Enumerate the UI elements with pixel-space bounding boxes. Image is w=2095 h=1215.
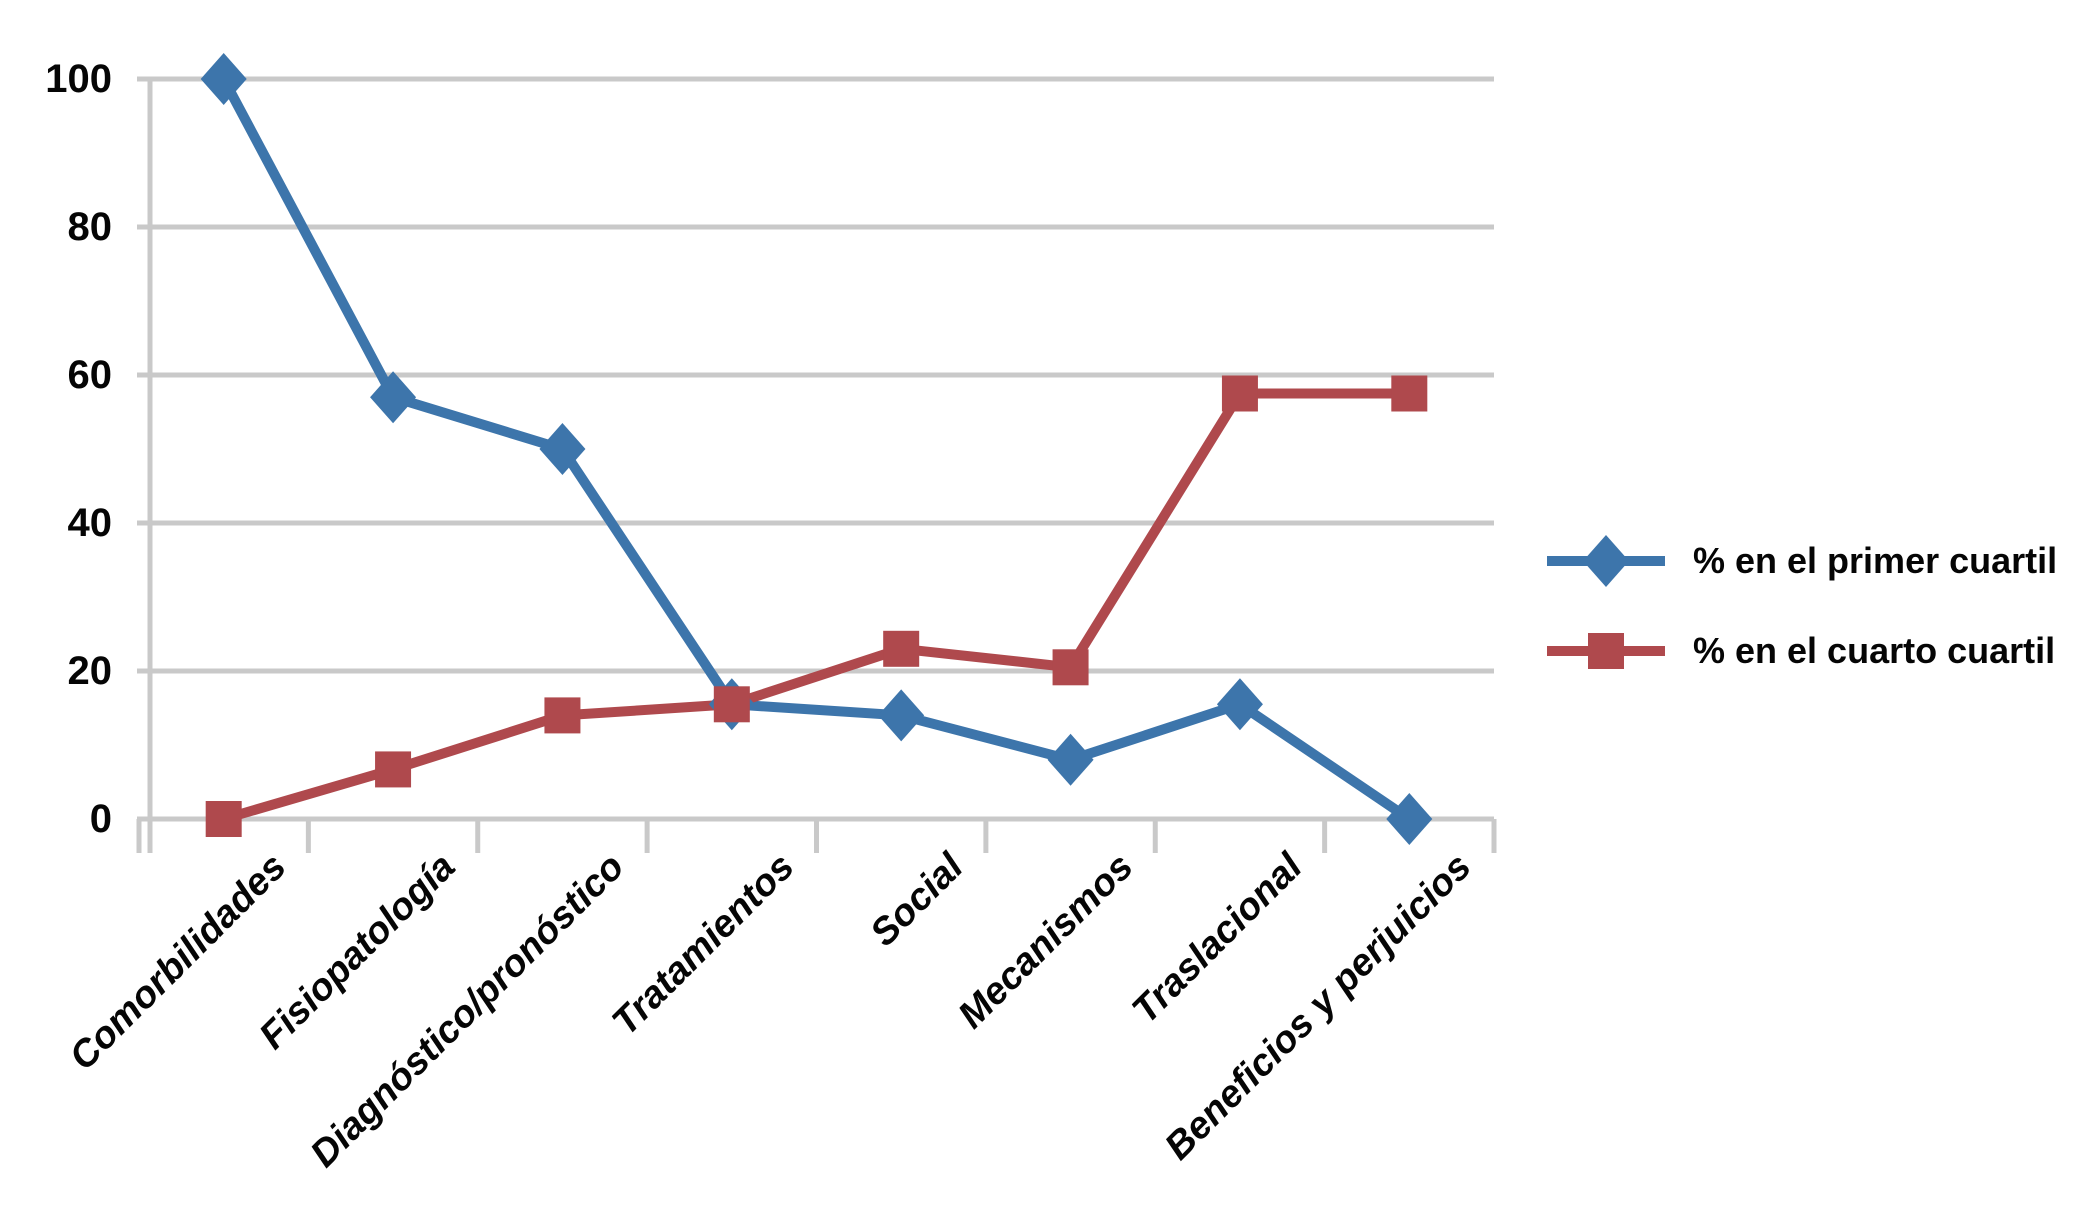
- series-1-marker-1: [375, 751, 412, 788]
- series-1-marker-3: [713, 686, 750, 723]
- y-axis-tick-label-20: 20: [67, 649, 113, 693]
- series-0-marker-6: [1216, 678, 1263, 731]
- legend-swatch-square: [1547, 633, 1665, 669]
- series-0-marker-5: [1047, 733, 1094, 786]
- series-0-marker-0: [200, 53, 247, 105]
- legend-label-cuarto-cuartil: % en el cuarto cuartil: [1693, 630, 2056, 671]
- series-1-marker-4: [883, 630, 920, 667]
- y-axis-tick-label-100: 100: [45, 57, 112, 101]
- series-0-marker-2: [539, 423, 586, 475]
- legend-item-cuarto-cuartil: % en el cuarto cuartil: [1545, 618, 2057, 684]
- series-0-marker-1: [370, 371, 417, 424]
- legend-swatch-diamond: [1547, 535, 1665, 587]
- series-1-marker-0: [205, 801, 242, 837]
- series-1-marker-7: [1391, 375, 1428, 412]
- legend-label-primer-cuartil: % en el primer cuartil: [1693, 540, 2058, 581]
- series-0-marker-7: [1386, 793, 1433, 845]
- series-1-marker-6: [1221, 375, 1258, 412]
- y-axis-tick-label-0: 0: [89, 797, 112, 841]
- y-axis-tick-label-40: 40: [67, 501, 113, 545]
- legend: % en el primer cuartil % en el cuarto cu…: [1545, 528, 2057, 684]
- legend-marker: [1588, 633, 1624, 669]
- y-axis-tick-label-60: 60: [67, 353, 113, 397]
- y-axis-tick-label-80: 80: [67, 205, 113, 249]
- series-1-marker-5: [1052, 649, 1089, 686]
- series-line-1: [222, 388, 1410, 824]
- series-0-marker-4: [878, 689, 925, 742]
- legend-marker: [1583, 535, 1629, 587]
- series-1-marker-2: [544, 697, 581, 734]
- legend-item-primer-cuartil: % en el primer cuartil: [1545, 528, 2057, 594]
- series-line-0: [219, 76, 1413, 824]
